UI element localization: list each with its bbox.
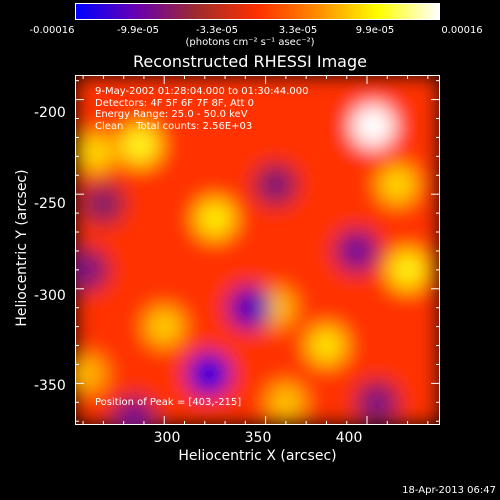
heatmap-source-core (264, 173, 287, 196)
axis-ticks (75, 75, 440, 425)
heatmap-source-core (122, 406, 145, 425)
peak-position-label: Position of Peak = [403,-215] (95, 397, 242, 408)
heatmap-source-core (84, 141, 107, 164)
chart-title: Reconstructed RHESSI Image (133, 52, 367, 71)
annotation-detectors: Detectors: 4F 5F 6F 7F 8F, Att 0 (95, 97, 255, 109)
heatmap-source-core (396, 258, 419, 281)
heatmap-source-core (274, 391, 297, 414)
colorbar-tick: 9.9e-05 (355, 25, 395, 36)
heatmap-source-core (76, 258, 99, 281)
y-axis-label: Heliocentric Y (arcsec) (14, 169, 30, 327)
plot-frame (75, 75, 440, 425)
heatmap-source-core (315, 334, 338, 357)
colorbar-tick: -0.00016 (29, 25, 75, 36)
colorbar-tick: -3.3e-05 (196, 25, 238, 36)
x-tick-label: 400 (335, 430, 363, 446)
heatmap-source-core (386, 173, 409, 196)
heatmap-source-core (92, 192, 115, 215)
colorbar-tick: -9.9e-05 (117, 25, 159, 36)
colorbar (75, 3, 440, 20)
x-tick-label: 350 (244, 430, 272, 446)
heatmap-source-core (153, 315, 176, 338)
heatmap-source-core (345, 239, 368, 262)
annotation-counts: Clean Total counts: 2.56E+03 (95, 120, 253, 132)
heatmap-source-core (238, 296, 261, 319)
heatmap-source-core (76, 362, 99, 385)
annotation-block: 9-May-2002 01:28:04.000 to 01:30:44.000 … (95, 86, 308, 132)
heatmap-image (75, 75, 440, 425)
x-axis-label: Heliocentric X (arcsec) (178, 448, 337, 464)
y-tick-label: -200 (34, 105, 66, 121)
annotation-energy: Energy Range: 25.0 - 50.0 keV (95, 109, 248, 120)
annotation-time: 9-May-2002 01:28:04.000 to 01:30:44.000 (95, 86, 309, 97)
heatmap-source-core (197, 362, 220, 385)
y-tick-label: -300 (34, 288, 66, 304)
colorbar-tick: 3.3e-05 (278, 25, 318, 36)
y-tick-label: -250 (34, 196, 66, 212)
colorbar-units: (photons cm⁻² s⁻¹ asec⁻²) (185, 37, 315, 48)
heatmap-plot (75, 75, 440, 425)
y-tick-label: -350 (34, 378, 66, 394)
heatmap-source-core (203, 207, 226, 230)
heatmap-source-core (128, 134, 151, 156)
colorbar-tick: 0.00016 (441, 25, 483, 36)
footer-timestamp: 18-Apr-2013 06:47 (402, 485, 496, 496)
heatmap-source-core (366, 391, 389, 414)
heatmap-source-core (362, 115, 385, 138)
x-tick-label: 300 (153, 430, 181, 446)
